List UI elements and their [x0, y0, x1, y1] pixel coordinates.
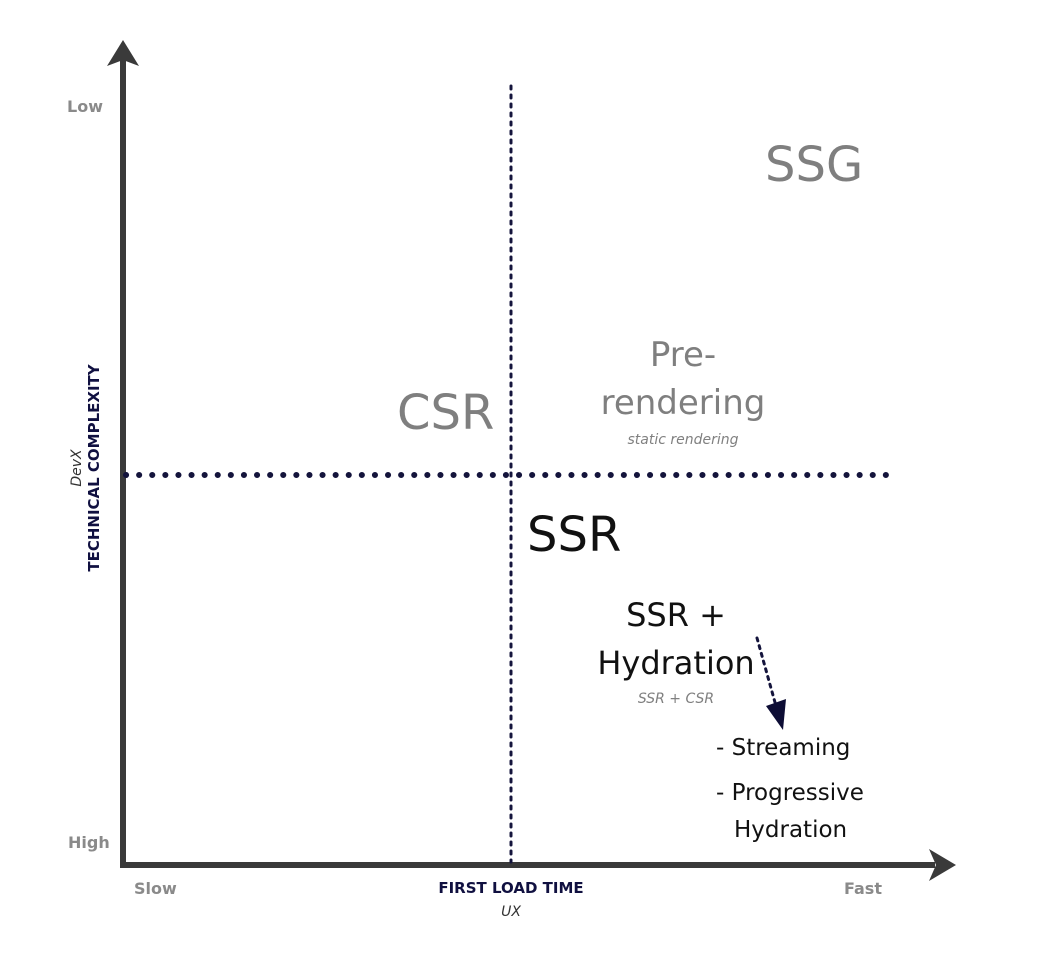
- y-axis-subtitle: DevX: [69, 449, 85, 487]
- evolution-arrow-shaft: [755, 636, 778, 708]
- x-axis-min-label: Slow: [134, 879, 177, 898]
- x-axis-max-label: Fast: [844, 879, 882, 898]
- y-axis-min-label: High: [68, 833, 110, 852]
- ssr-label: SSR: [527, 507, 622, 563]
- x-axis-subtitle: UX: [501, 904, 521, 920]
- y-axis-max-label: Low: [67, 97, 103, 116]
- prerendering-note: static rendering: [627, 432, 739, 448]
- prerendering-label-line2: rendering: [600, 383, 766, 423]
- ssr-hydration-label-line2: Hydration: [597, 644, 755, 682]
- ssg-label: SSG: [765, 137, 864, 193]
- progressive-hydration-label-line2: Hydration: [734, 817, 848, 843]
- ssr-hydration-label-line1: SSR +: [626, 596, 726, 634]
- y-axis-title: TECHNICAL COMPLEXITY: [85, 364, 103, 572]
- prerendering-label-line1: Pre-: [649, 335, 717, 375]
- y-axis-arrowhead: [107, 40, 139, 66]
- progressive-hydration-label-line1: - Progressive: [716, 780, 864, 806]
- x-axis-arrowhead: [929, 849, 956, 881]
- csr-label: CSR: [397, 385, 495, 441]
- evolution-arrowhead: [766, 699, 786, 730]
- ssr-hydration-note: SSR + CSR: [637, 691, 715, 707]
- streaming-label: - Streaming: [716, 735, 851, 761]
- x-axis-title: FIRST LOAD TIME: [438, 879, 584, 897]
